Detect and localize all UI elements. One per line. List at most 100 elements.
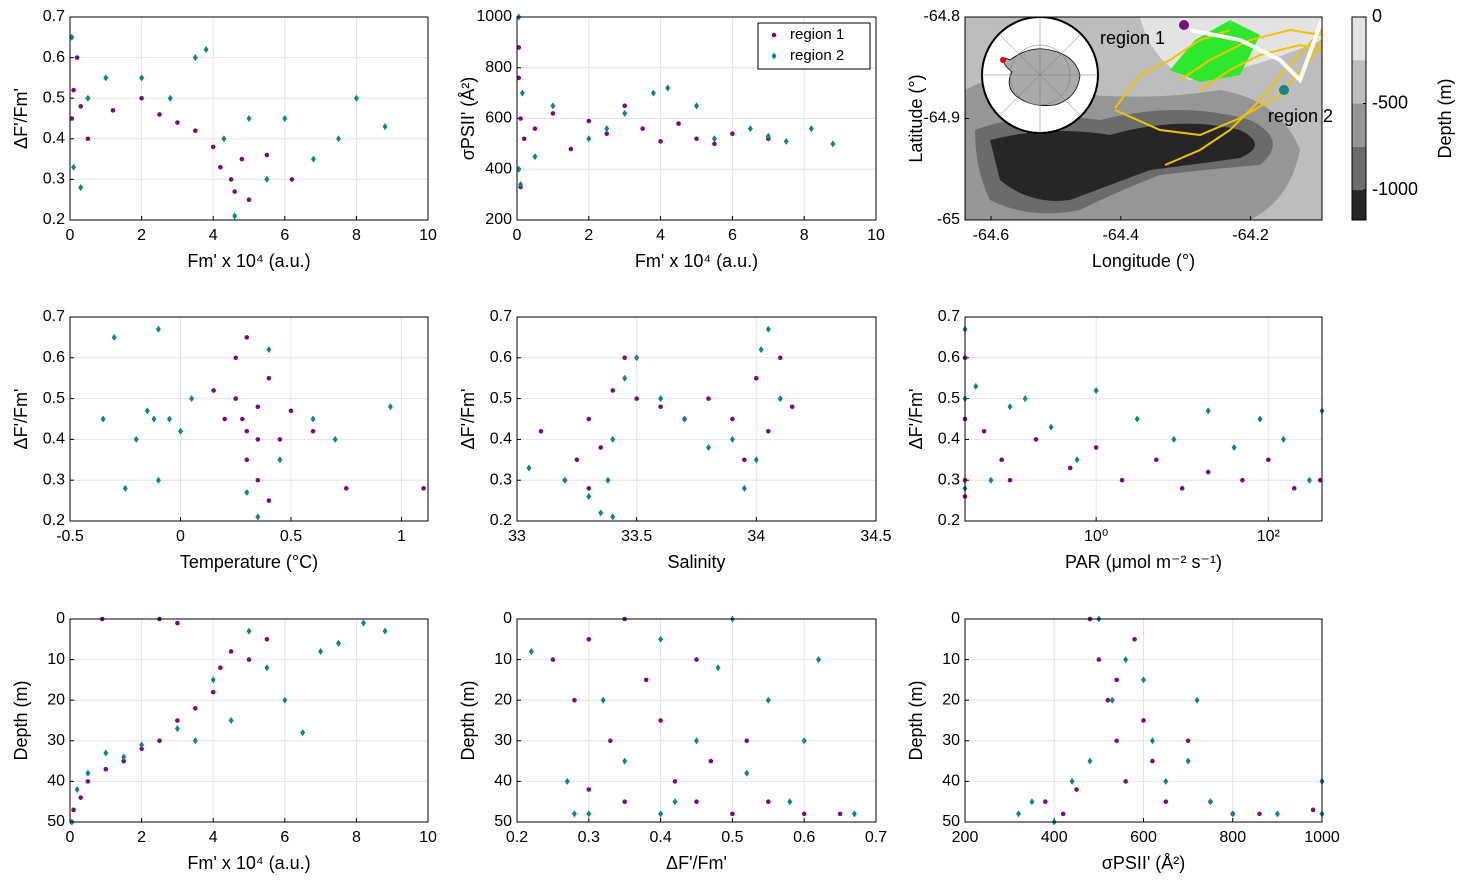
colorbar-tick-label: -500 xyxy=(1372,92,1408,112)
point xyxy=(288,408,294,414)
point xyxy=(572,697,577,703)
point xyxy=(71,163,77,171)
point xyxy=(233,355,239,361)
y-tick-label: 20 xyxy=(47,691,65,708)
y-tick-label: 0.3 xyxy=(43,471,65,488)
point xyxy=(282,115,288,122)
plot-frame xyxy=(516,316,877,522)
point xyxy=(622,799,627,804)
x-tick-label: -0.5 xyxy=(56,528,84,545)
point xyxy=(622,109,628,117)
plot-area xyxy=(517,317,876,521)
y-tick-label: 0.7 xyxy=(43,308,65,325)
x-axis-label: PAR (μmol m⁻² s⁻¹) xyxy=(1065,552,1222,572)
point xyxy=(1240,477,1245,483)
point xyxy=(694,136,699,142)
point xyxy=(1067,465,1073,471)
y-tick-label: 0.4 xyxy=(43,130,65,147)
legend-label: region 2 xyxy=(790,47,844,64)
y-axis-label: ΔF'/Fm' xyxy=(906,389,926,450)
point xyxy=(988,476,994,484)
point xyxy=(211,388,216,393)
point xyxy=(730,811,735,817)
point xyxy=(658,810,664,818)
point xyxy=(787,798,793,806)
point xyxy=(121,758,126,764)
point xyxy=(232,212,238,220)
point xyxy=(155,476,161,484)
point xyxy=(672,798,678,806)
colorbar-band xyxy=(1352,103,1366,147)
x-tick-label: -64.6 xyxy=(973,227,1010,244)
point xyxy=(747,125,753,133)
y-tick-label: -64.8 xyxy=(924,8,961,25)
x-tick-label: 0.5 xyxy=(721,829,743,846)
point xyxy=(706,396,711,401)
point xyxy=(133,435,139,443)
point xyxy=(1274,810,1280,818)
point xyxy=(1291,486,1297,491)
inset-graticule xyxy=(982,17,1098,133)
point xyxy=(528,647,534,655)
point xyxy=(1163,799,1169,804)
point xyxy=(78,104,84,109)
point xyxy=(730,416,735,422)
point xyxy=(193,128,198,133)
point xyxy=(1141,718,1146,723)
point xyxy=(189,395,195,403)
point xyxy=(174,725,180,733)
colorbar-label: Depth (m) xyxy=(1435,78,1455,158)
x-tick-label: 33 xyxy=(508,528,526,545)
y-axis-label: σPSII' (Å²) xyxy=(458,77,478,161)
point xyxy=(244,335,250,340)
point xyxy=(121,753,127,761)
y-tick-label: 40 xyxy=(494,773,512,790)
bathymetry xyxy=(990,123,1255,201)
point xyxy=(85,779,91,784)
point xyxy=(658,635,664,643)
point xyxy=(266,498,272,503)
point xyxy=(1194,696,1200,704)
point xyxy=(1033,437,1039,442)
colorbar-tick-label: 0 xyxy=(1372,6,1382,26)
point xyxy=(210,144,216,150)
y-axis-label: ΔF'/Fm' xyxy=(11,88,31,149)
colorbar-frame xyxy=(1351,16,1367,221)
x-axis-label: Salinity xyxy=(667,552,725,572)
ship-track xyxy=(1114,28,1322,166)
point xyxy=(264,637,270,642)
point xyxy=(85,94,91,102)
point xyxy=(1022,395,1028,403)
x-tick-label: 1000 xyxy=(1304,829,1340,846)
point xyxy=(1093,445,1099,450)
point xyxy=(640,126,645,131)
point xyxy=(282,696,288,704)
x-tick-label: 10² xyxy=(1257,528,1281,545)
ship-track xyxy=(1189,19,1322,84)
point xyxy=(289,177,295,182)
point xyxy=(177,427,183,435)
point xyxy=(1317,477,1323,483)
x-tick-label: 0.5 xyxy=(280,528,302,545)
point xyxy=(240,416,245,422)
y-tick-label: -65 xyxy=(937,211,960,228)
point xyxy=(741,484,747,492)
map-annotation: region 1 xyxy=(1100,28,1165,48)
x-tick-label: -64.2 xyxy=(1232,227,1269,244)
point xyxy=(519,89,525,97)
point xyxy=(711,135,717,143)
region-marker xyxy=(1179,20,1189,30)
point xyxy=(266,375,272,381)
point xyxy=(1048,423,1054,431)
point xyxy=(532,153,538,161)
y-tick-label: 10 xyxy=(494,651,512,668)
x-tick-label: 10 xyxy=(419,829,437,846)
point xyxy=(1074,456,1080,464)
point xyxy=(387,403,393,411)
point xyxy=(266,346,272,354)
x-tick-label: 200 xyxy=(952,829,979,846)
point xyxy=(586,493,592,501)
point xyxy=(753,456,759,464)
y-tick-label: 0.7 xyxy=(490,308,512,325)
point xyxy=(336,639,341,647)
